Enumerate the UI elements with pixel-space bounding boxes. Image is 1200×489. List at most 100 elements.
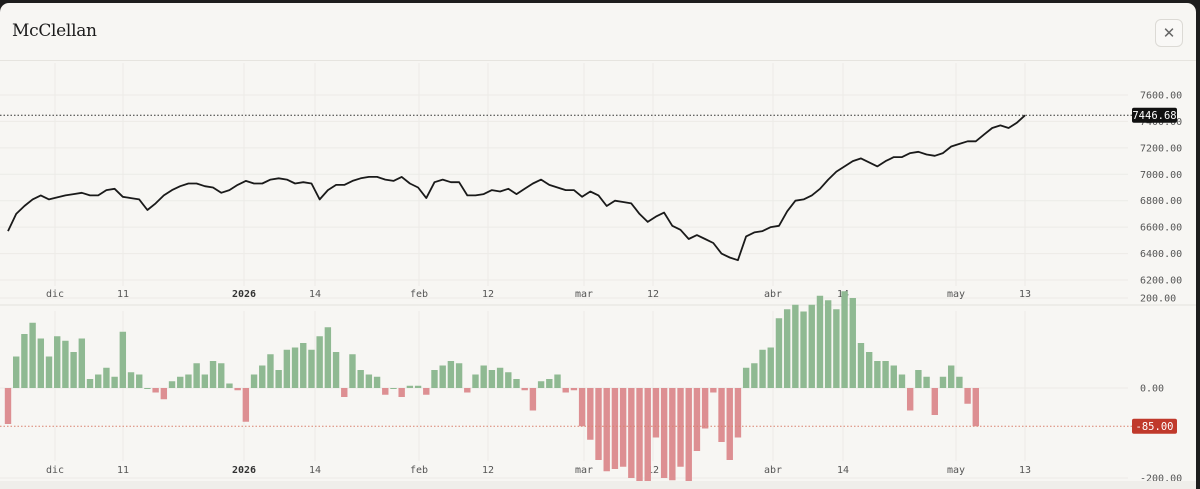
histogram-bar (783, 309, 791, 388)
histogram-bar (505, 372, 512, 388)
histogram-bar (160, 388, 168, 400)
histogram-bar (898, 374, 906, 388)
histogram-bar (628, 388, 635, 478)
histogram-bar (193, 363, 200, 388)
histogram-bar (316, 336, 323, 388)
histogram-bar (652, 388, 660, 438)
last-value-label: 7446.68 (1132, 110, 1176, 122)
histogram-bar (775, 318, 783, 388)
histogram-bar (874, 361, 881, 388)
histogram-bar (464, 388, 471, 393)
histogram-bar (29, 322, 36, 388)
histogram-bar (537, 381, 545, 388)
x-tick-label: dic (46, 289, 64, 300)
histogram-bar (792, 304, 799, 388)
histogram-bar (554, 374, 561, 388)
histogram-bar (136, 374, 143, 388)
histogram-bar (324, 327, 332, 388)
x-tick-label: abr (764, 465, 782, 476)
histogram-bar (619, 388, 627, 467)
histogram-bar (939, 376, 947, 388)
histogram-bar (300, 343, 307, 388)
histogram-bar (341, 388, 348, 397)
histogram-bar (62, 340, 69, 388)
dialog-title: McClellan (12, 21, 97, 41)
histogram-bar (119, 331, 127, 388)
histogram-bar (603, 388, 610, 472)
histogram-bar (177, 376, 184, 388)
histogram-bar (406, 385, 414, 388)
histogram-bar (185, 374, 192, 388)
mcclellan-line (7, 114, 1026, 262)
histogram-bar (890, 365, 897, 388)
histogram-bar (611, 388, 619, 469)
histogram-bar (767, 347, 774, 388)
histogram-bar (447, 361, 455, 388)
x-tick-label: 2026 (232, 465, 256, 476)
histogram-bar (21, 334, 28, 388)
y-tick-label: 6600.00 (1140, 223, 1182, 234)
histogram-bar (365, 374, 373, 388)
histogram-bar (595, 388, 602, 460)
x-tick-label: feb (410, 289, 428, 300)
histogram-bar (660, 388, 668, 478)
histogram-bar (439, 365, 446, 388)
close-button[interactable]: ✕ (1155, 19, 1183, 47)
histogram-bar (218, 363, 225, 388)
histogram-bar (291, 347, 299, 388)
x-tick-label: may (947, 289, 965, 300)
histogram-bar (734, 388, 742, 438)
histogram-bar (578, 388, 586, 427)
histogram-bar (54, 336, 61, 388)
y-tick-label: 6800.00 (1140, 196, 1182, 207)
histogram-bar (144, 388, 151, 389)
histogram-bar (546, 379, 553, 388)
histogram-bar (857, 343, 865, 388)
x-tick-label: 14 (309, 289, 321, 300)
histogram-bar (816, 295, 824, 388)
histogram-bar (562, 388, 569, 393)
x-tick-label: 11 (117, 289, 129, 300)
histogram-bar (390, 388, 397, 389)
x-tick-label: 12 (482, 289, 494, 300)
histogram-bar (669, 388, 676, 481)
histogram-bar (103, 367, 110, 388)
histogram-bar (209, 361, 217, 388)
histogram-bar (915, 370, 922, 388)
histogram-bar (701, 388, 709, 429)
histogram-bar (808, 304, 815, 388)
histogram-bar (423, 388, 430, 395)
histogram-bar (431, 370, 438, 388)
x-tick-label: 12 (647, 465, 659, 476)
x-tick-label: may (947, 465, 965, 476)
y-tick-label: 7000.00 (1140, 170, 1182, 181)
x-tick-label: 13 (1019, 465, 1031, 476)
histogram-bar (332, 352, 340, 388)
close-icon: ✕ (1162, 25, 1176, 42)
histogram-bar (95, 374, 102, 388)
histogram-bar (587, 388, 594, 440)
histogram-bar (152, 388, 159, 393)
histogram-bar (841, 291, 848, 388)
bottom-edge (0, 481, 1196, 489)
x-tick-label: mar (575, 465, 593, 476)
histogram-bar (488, 370, 496, 388)
histogram-bar (242, 388, 250, 422)
histogram-bar (455, 363, 463, 388)
histogram-bar (259, 365, 266, 388)
x-tick-label: abr (764, 289, 782, 300)
histogram-bar (906, 388, 914, 411)
y-tick-label: 6200.00 (1140, 276, 1182, 287)
histogram-bar (45, 356, 53, 388)
histogram-bar (472, 374, 479, 388)
histogram-bars (4, 291, 979, 489)
histogram-bar (111, 376, 118, 388)
histogram-bar (865, 352, 873, 388)
histogram-bar (70, 352, 77, 388)
histogram-bar (710, 388, 717, 393)
mcclellan-chart[interactable]: 7600.007400.007200.007000.006800.006600.… (0, 3, 1196, 489)
histogram-bar (644, 388, 651, 489)
histogram-bar (824, 300, 832, 388)
histogram-bar (529, 388, 537, 411)
x-tick-label: 12 (647, 289, 659, 300)
